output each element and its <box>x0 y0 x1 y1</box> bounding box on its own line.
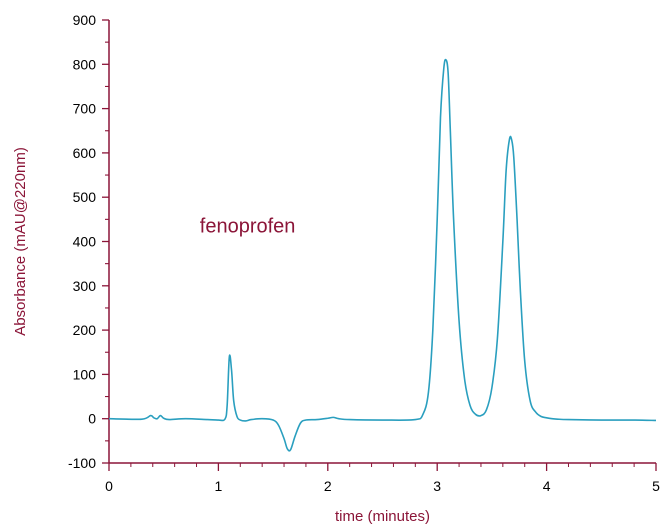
y-tick-label: 100 <box>73 366 97 382</box>
chart-ticks: -100 0 100 200 300 400 500 600 700 800 900 0 1 2 3 4 5 <box>68 12 660 494</box>
y-tick-label: 700 <box>73 101 97 117</box>
y-tick-label: 0 <box>88 411 96 427</box>
y-tick-label: 500 <box>73 189 97 205</box>
x-tick-label: 2 <box>324 478 332 494</box>
x-tick-label: 3 <box>433 478 441 494</box>
x-tick-label: 1 <box>215 478 223 494</box>
x-tick-label: 4 <box>543 478 551 494</box>
y-tick-label: 800 <box>73 56 97 72</box>
plot-area <box>108 58 657 452</box>
y-tick-label: 600 <box>73 145 97 161</box>
x-tick-label: 0 <box>105 478 113 494</box>
y-tick-label: 400 <box>73 234 97 250</box>
x-tick-label: 5 <box>652 478 660 494</box>
y-axis-title: Absorbance (mAU@220nm) <box>12 147 29 336</box>
chart-axes <box>108 20 656 464</box>
annotation-fenoprofen: fenoprofen <box>200 216 296 238</box>
y-tick-label: 300 <box>73 278 97 294</box>
y-tick-label: -100 <box>68 455 96 471</box>
y-tick-label: 200 <box>73 322 97 338</box>
series-line <box>108 58 657 452</box>
y-tick-label: 900 <box>73 12 97 28</box>
x-axis-title: time (minutes) <box>335 508 430 525</box>
